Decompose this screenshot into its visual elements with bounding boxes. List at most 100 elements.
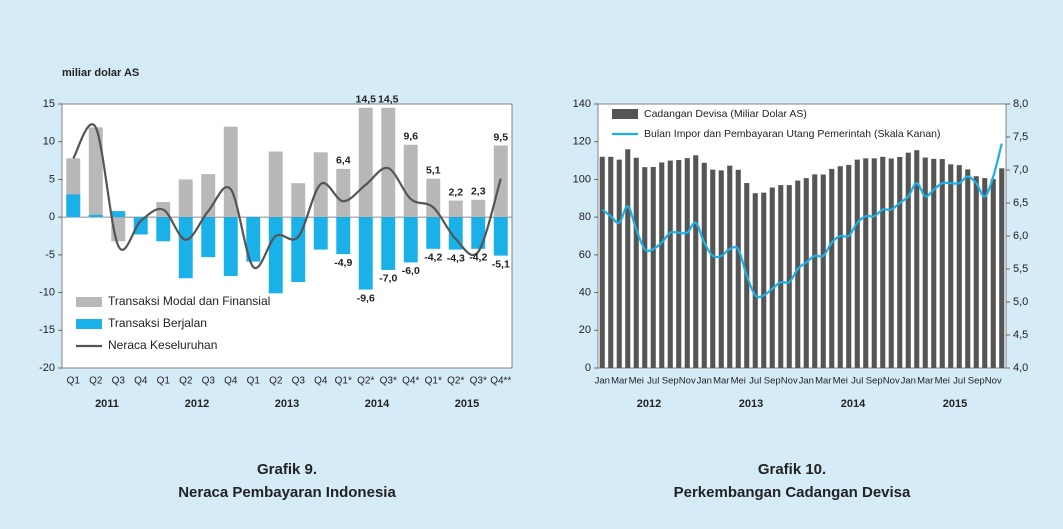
y2-tick-label: 5,5: [1013, 263, 1028, 275]
data-label: 2,2: [448, 186, 463, 198]
legend-label: Transaksi Berjalan: [108, 316, 207, 330]
bar: [837, 166, 843, 368]
x-tick-label: Mar: [611, 376, 627, 387]
bar: [471, 199, 486, 218]
data-label: 2,3: [471, 186, 486, 198]
y-tick-label: -15: [39, 324, 55, 336]
data-label: -5,1: [492, 258, 510, 270]
data-label: 14,5: [356, 94, 377, 106]
bar: [111, 211, 126, 218]
x-tick-label: Jan: [595, 376, 610, 387]
legend-label: Transaksi Modal dan Finansial: [108, 294, 270, 308]
bar: [727, 165, 733, 368]
chart-title: Grafik 9.: [257, 461, 317, 478]
bar: [336, 217, 351, 255]
bar: [999, 168, 1005, 368]
x-tick-label: Mei: [833, 376, 848, 387]
x-tick-label: Q1: [157, 376, 171, 387]
y-axis-label: miliar dolar AS: [62, 67, 139, 79]
bar: [223, 217, 238, 276]
data-label: 6,4: [336, 155, 351, 167]
year-label: 2013: [739, 398, 763, 410]
y-tick-label: 140: [573, 98, 591, 110]
y-tick-label: 5: [49, 173, 55, 185]
bar: [608, 156, 614, 368]
bar: [291, 183, 306, 218]
bar: [795, 180, 801, 368]
x-tick-label: Jan: [697, 376, 712, 387]
year-label: 2012: [637, 398, 661, 410]
y2-tick-label: 4,0: [1013, 362, 1028, 374]
bar: [291, 217, 306, 283]
bar: [914, 150, 920, 368]
x-tick-label: Q2: [89, 376, 103, 387]
bar: [156, 217, 171, 242]
bar: [381, 217, 396, 270]
x-tick-label: Mar: [713, 376, 729, 387]
x-tick-label: Mar: [815, 376, 831, 387]
bar: [358, 217, 373, 290]
bar: [803, 178, 809, 368]
bar: [905, 152, 911, 368]
legend-label: Bulan Impor dan Pembayaran Utang Pemerin…: [644, 128, 941, 140]
bar: [880, 156, 886, 368]
y-tick-label: 15: [43, 98, 55, 110]
bar: [684, 158, 690, 368]
data-label: -6,0: [402, 265, 420, 277]
year-label: 2014: [365, 398, 390, 410]
x-tick-label: Q3*: [470, 376, 487, 387]
data-label: -7,0: [379, 273, 397, 285]
data-label: -4,3: [447, 252, 465, 264]
bar: [133, 217, 148, 235]
bar: [939, 159, 945, 368]
bar: [426, 178, 441, 218]
legend-label: Cadangan Devisa (Miliar Dolar AS): [644, 108, 807, 120]
x-tick-label: Nov: [985, 376, 1002, 387]
year-label: 2015: [943, 398, 967, 410]
bar: [778, 185, 784, 368]
x-tick-label: Q2: [269, 376, 283, 387]
bar: [426, 217, 441, 249]
x-tick-label: Q1: [247, 376, 261, 387]
x-tick-label: Sep: [968, 376, 985, 387]
legend-swatch: [612, 109, 638, 119]
data-label: -4,2: [469, 252, 487, 264]
line: [72, 123, 502, 270]
bar: [812, 174, 818, 368]
bar: [973, 176, 979, 368]
year-label: 2012: [185, 398, 209, 410]
bar: [599, 156, 605, 368]
bar: [888, 158, 894, 368]
bar: [403, 217, 418, 263]
x-tick-label: Q3: [292, 376, 306, 387]
y-tick-label: -20: [39, 362, 55, 374]
y-tick-label: -5: [45, 249, 55, 261]
legend-label: Neraca Keseluruhan: [108, 338, 217, 352]
y-tick-label: 10: [43, 136, 55, 148]
bar: [403, 144, 418, 218]
bar: [922, 157, 928, 368]
x-tick-label: Mei: [731, 376, 746, 387]
bar: [268, 151, 283, 218]
x-tick-label: Jul: [953, 376, 965, 387]
y2-tick-label: 7,5: [1013, 131, 1028, 143]
year-label: 2011: [95, 398, 119, 410]
bar: [358, 107, 373, 218]
data-label: -9,6: [357, 292, 375, 304]
y2-tick-label: 6,5: [1013, 197, 1028, 209]
bar: [769, 187, 775, 368]
y-tick-label: 20: [579, 324, 591, 336]
y2-tick-label: 8,0: [1013, 98, 1028, 110]
data-label: -4,9: [334, 257, 352, 269]
x-tick-label: Jan: [901, 376, 916, 387]
data-label: 5,1: [426, 164, 441, 176]
legend-swatch: [76, 319, 102, 329]
y-tick-label: 40: [579, 286, 591, 298]
x-tick-label: Sep: [662, 376, 679, 387]
bar: [854, 159, 860, 368]
chart-subtitle: Neraca Pembayaran Indonesia: [178, 484, 396, 501]
x-tick-label: Q4**: [490, 376, 511, 387]
bar: [820, 174, 826, 368]
bar: [448, 200, 463, 218]
x-tick-label: Jul: [851, 376, 863, 387]
